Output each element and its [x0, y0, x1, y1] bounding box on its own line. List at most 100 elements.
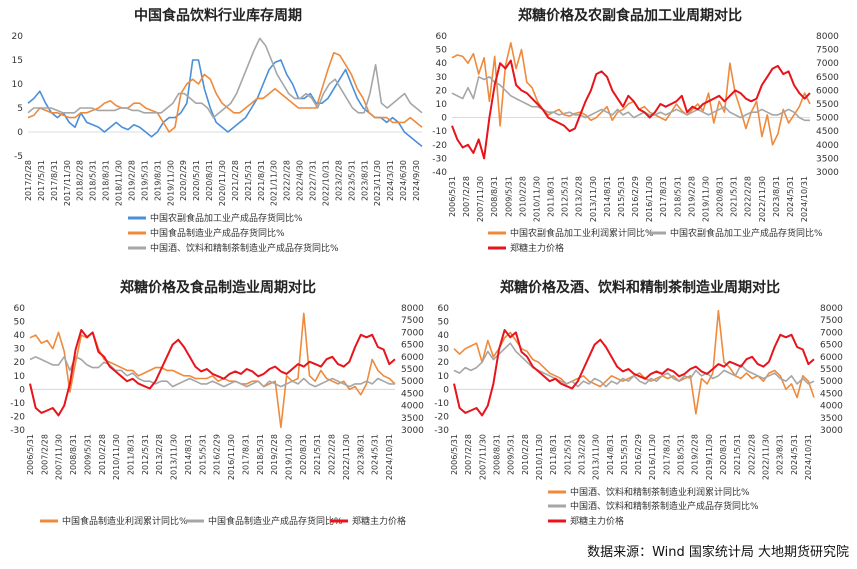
x-tick-label: 2017/11/30	[63, 160, 72, 206]
x-tick-label: 2023/11/30	[373, 160, 382, 206]
y-left-tick-label: -20	[434, 412, 449, 422]
x-tick-label: 2023/8/31	[360, 160, 369, 201]
legend-label: 郑糖主力价格	[352, 515, 406, 527]
x-tick-label: 2019/8/31	[153, 160, 162, 201]
y-left-tick-label: -20	[10, 412, 25, 422]
x-tick-label: 2008/8/31	[490, 176, 499, 217]
legend-label: 郑糖主力价格	[510, 242, 564, 254]
chart-2: 郑糖价格及农副食品加工业周期对比 -40 -30 -20 -10 0 10 20 30 40 50 6…	[432, 7, 839, 254]
x-tick-label: 2021/8/31	[257, 160, 266, 201]
x-tick-label: 2011/8/31	[549, 434, 558, 475]
y-right-tick-label: 4500	[820, 389, 843, 399]
y-left-tick-label: 50	[438, 318, 450, 328]
y-right-tick-label: 8000	[401, 304, 424, 314]
x-tick-label: 2024/9/30	[412, 160, 421, 201]
y-right-tick-label: 7000	[820, 328, 843, 338]
legend-label: 郑糖主力价格	[570, 515, 624, 527]
x-tick-label: 2023/8/31	[776, 434, 785, 475]
x-tick-label: 2024/5/31	[790, 434, 799, 475]
y-left-tick-label: -10	[432, 127, 447, 137]
x-tick-label: 2010/2/28	[521, 434, 530, 475]
y-left-tick-label: 50	[436, 46, 448, 56]
x-tick-label: 2007/11/30	[478, 434, 487, 480]
x-tick-label: 2020/2/29	[179, 160, 188, 201]
y-left-tick-label: 50	[14, 318, 26, 328]
x-tick-label: 2022/4/30	[296, 160, 305, 201]
x-tick-label: 2020/8/31	[299, 434, 308, 475]
x-tick-label: 2021/11/30	[270, 160, 279, 206]
x-tick-label: 2010/11/30	[535, 434, 544, 480]
x-tick-label: 2013/11/30	[592, 434, 601, 480]
x-tick-label: 2013/2/28	[577, 434, 586, 475]
series-line	[27, 59, 423, 148]
x-tick-label: 2018/2/28	[76, 160, 85, 201]
x-tick-label: 2019/11/30	[705, 434, 714, 480]
x-tick-label: 2006/5/31	[450, 434, 459, 475]
chart-title: 郑糖价格及农副食品加工业周期对比	[518, 7, 742, 24]
y-left-tick-label: 40	[436, 59, 448, 69]
y-right-tick-label: 3500	[816, 154, 839, 164]
y-left-tick-label: 10	[14, 372, 26, 382]
x-tick-label: 2019/2/28	[270, 434, 279, 475]
y-left-tick-label: -40	[432, 168, 447, 178]
x-tick-label: 2007/2/28	[40, 434, 49, 475]
x-tick-label: 2023/5/31	[347, 160, 356, 201]
y-left-tick-label: 60	[14, 304, 26, 314]
x-tick-label: 2022/11/30	[342, 434, 351, 480]
chart-4: 郑糖价格及酒、饮料和精制茶制造业周期对比 -30 -20 -10 0 10 20 30 40 50…	[434, 279, 843, 527]
x-tick-label: 2009/5/31	[504, 176, 513, 217]
series-line	[29, 329, 396, 417]
x-tick-label: 2018/5/31	[256, 434, 265, 475]
x-tick-label: 2014/8/31	[606, 434, 615, 475]
x-tick-label: 2020/8/31	[205, 160, 214, 201]
x-tick-label: 2024/10/31	[385, 434, 394, 480]
y-right-tick-label: 7000	[816, 59, 839, 69]
y-right-tick-label: 6500	[401, 341, 424, 351]
x-tick-label: 2024/5/31	[371, 434, 380, 475]
y-left-tick-label: 0	[17, 128, 23, 138]
x-tick-label: 2014/8/31	[184, 434, 193, 475]
x-tick-label: 2020/8/31	[716, 176, 725, 217]
y-right-tick-label: 5000	[820, 377, 843, 387]
y-left-tick-label: 20	[12, 32, 24, 42]
x-tick-label: 2009/5/31	[507, 434, 516, 475]
x-tick-label: 2017/8/31	[241, 434, 250, 475]
y-left-tick-label: -5	[14, 152, 23, 162]
y-left-tick-label: 0	[19, 385, 25, 395]
x-tick-label: 2024/3/31	[386, 160, 395, 201]
x-tick-label: 2022/10/31	[321, 160, 330, 206]
y-left-tick-label: 10	[436, 100, 448, 110]
x-tick-label: 2013/11/30	[589, 176, 598, 222]
x-tick-label: 2024/6/30	[399, 160, 408, 201]
x-tick-label: 2015/5/31	[198, 434, 207, 475]
y-left-tick-label: 15	[12, 56, 23, 66]
series-line	[29, 355, 395, 388]
x-tick-label: 2021/2/28	[231, 160, 240, 201]
x-tick-label: 2011/8/31	[127, 434, 136, 475]
x-tick-label: 2022/11/30	[758, 176, 767, 222]
x-tick-label: 2024/10/31	[804, 434, 813, 480]
x-tick-label: 2007/2/28	[462, 176, 471, 217]
y-right-tick-label: 3000	[820, 426, 843, 436]
x-tick-label: 2022/2/28	[328, 434, 337, 475]
y-left-tick-label: -30	[432, 154, 447, 164]
x-tick-label: 2022/2/28	[747, 434, 756, 475]
x-tick-label: 2007/11/30	[55, 434, 64, 480]
y-right-tick-label: 6000	[820, 353, 843, 363]
x-tick-label: 2018/11/30	[115, 160, 124, 206]
y-right-tick-label: 5000	[401, 377, 424, 387]
x-tick-label: 2018/5/31	[89, 160, 98, 201]
series-line	[29, 312, 396, 429]
y-right-tick-label: 4500	[401, 389, 424, 399]
x-tick-label: 2010/11/30	[532, 176, 541, 222]
legend-label: 中国农副食品加工业产成品存货同比%	[150, 212, 303, 224]
x-tick-label: 2018/5/31	[673, 176, 682, 217]
chart-3: 郑糖价格及食品制造业周期对比 -30 -20 -10 0 10 20 30 40 50 60 3000…	[10, 279, 424, 527]
x-tick-label: 2023/8/31	[356, 434, 365, 475]
x-tick-label: 2016/2/29	[631, 176, 640, 217]
x-tick-label: 2010/11/30	[112, 434, 121, 480]
y-right-tick-label: 7500	[401, 316, 424, 326]
x-tick-label: 2019/2/28	[127, 160, 136, 201]
x-tick-label: 2017/8/31	[50, 160, 59, 201]
